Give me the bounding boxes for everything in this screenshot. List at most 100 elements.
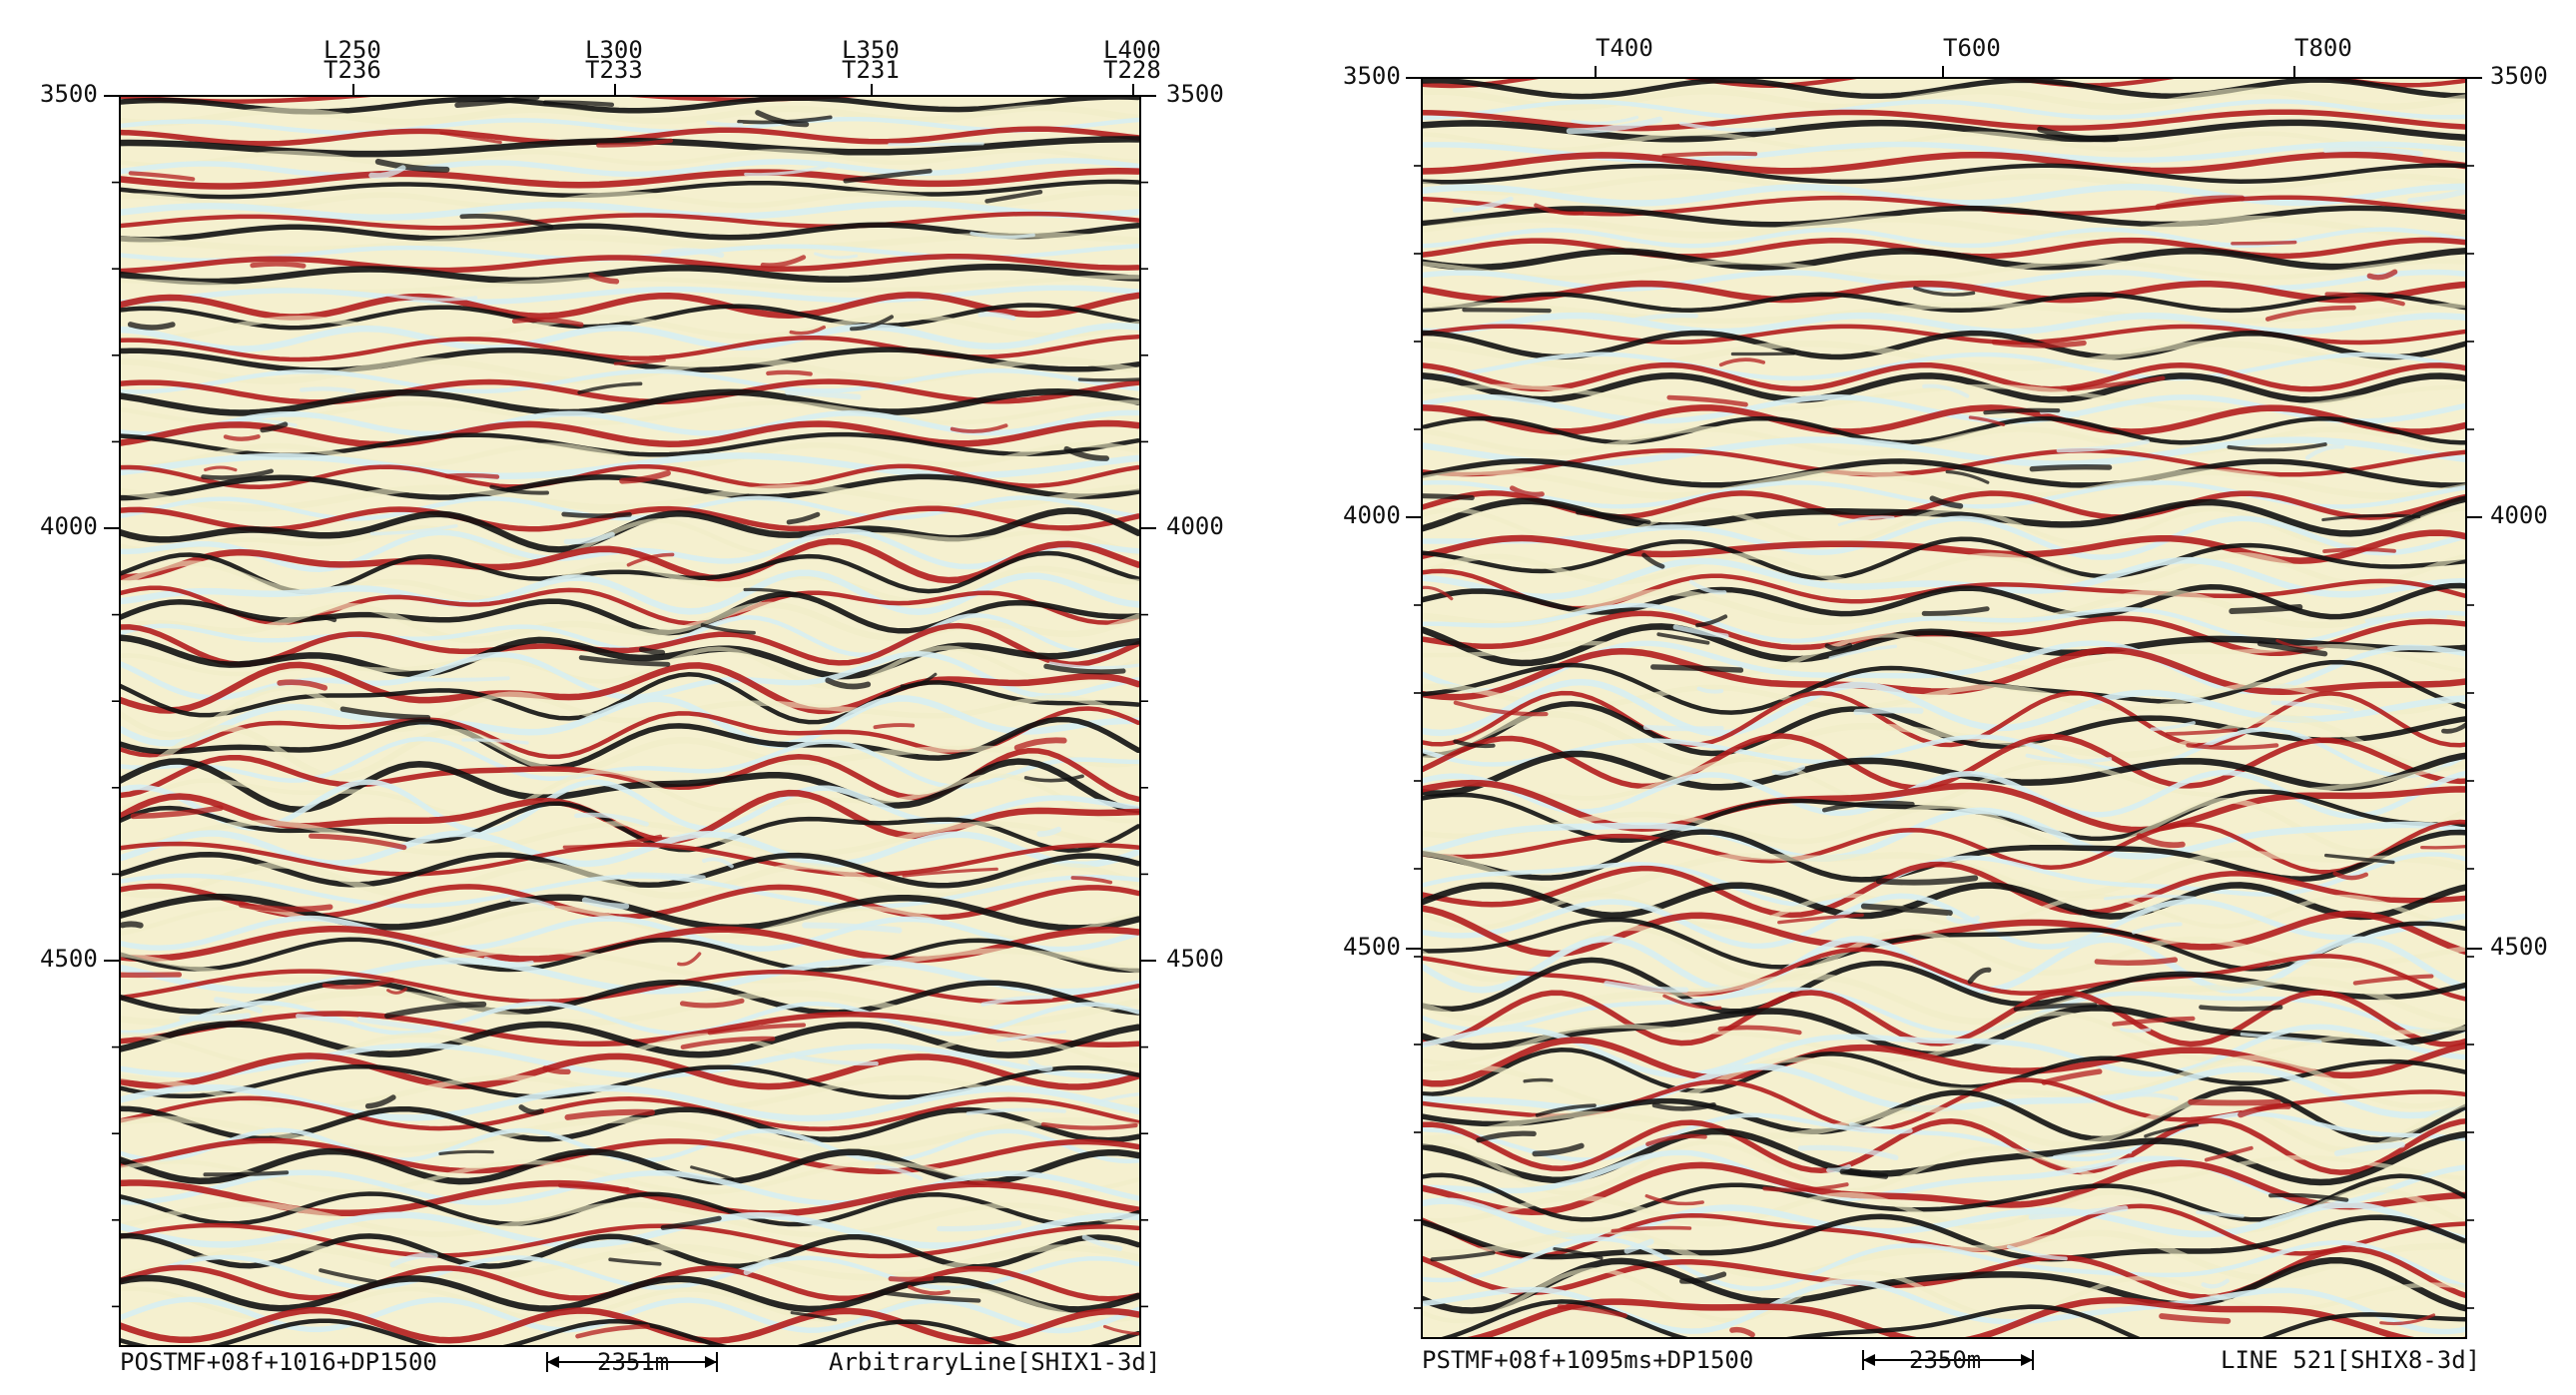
seismic-noise <box>1610 1225 1692 1233</box>
seismic-reflector <box>1422 1054 2466 1110</box>
seismic-noise <box>680 1036 776 1049</box>
seismic-reflector <box>1422 536 2466 581</box>
left-seismic-panel: 3500 4000 4500 3500 4000 4500 L250 T236 … <box>40 36 1224 1376</box>
seismic-noise <box>814 252 859 260</box>
seismic-reflector <box>1422 195 2466 217</box>
seismic-reflector <box>1422 351 2466 381</box>
seismic-noise <box>1523 1077 1554 1083</box>
seismic-noise <box>1023 774 1084 783</box>
seismic-noise <box>706 120 744 127</box>
seismic-reflector <box>1422 1246 2466 1300</box>
seismic-noise <box>1043 663 1126 675</box>
scale-arrow-left <box>547 1356 559 1368</box>
seismic-noise <box>743 587 798 596</box>
seismic-reflector <box>120 915 1140 953</box>
seismic-noise <box>2006 1244 2068 1261</box>
seismic-noise <box>1571 115 1639 126</box>
seismic-noise <box>386 293 478 302</box>
seismic-reflector <box>120 830 1140 868</box>
seismic-noise <box>608 1257 662 1266</box>
seismic-noise <box>766 369 813 376</box>
seismic-reflector <box>120 441 1140 469</box>
seismic-reflector <box>1422 797 2466 855</box>
seismic-noise <box>2304 444 2345 460</box>
seismic-noise <box>2323 853 2395 865</box>
seismic-noise <box>638 646 666 656</box>
seismic-reflector <box>120 851 1140 889</box>
seismic-reflector <box>120 168 1140 190</box>
seismic-reflector <box>1422 312 2466 336</box>
seismic-noise <box>2165 728 2239 736</box>
seismic-reflector <box>1422 957 2466 1015</box>
right-footer-scale-label: 2350m <box>1909 1346 1981 1374</box>
seismic-reflector <box>120 820 1140 857</box>
seismic-noise <box>1822 800 1915 813</box>
seismic-noise <box>203 1170 290 1177</box>
seismic-noise <box>1566 116 1663 135</box>
seismic-noise <box>2364 614 2447 623</box>
seismic-reflector <box>120 947 1140 984</box>
seismic-noise <box>1837 515 1895 526</box>
seismic-reflector <box>120 672 1140 725</box>
seismic-noise <box>2324 292 2405 307</box>
right-panel-axes <box>1406 66 2482 1370</box>
seismic-noise <box>1729 1326 1755 1338</box>
seismic-reflector <box>120 96 872 104</box>
right-right-time-tick-4500: 4500 <box>2490 933 2548 961</box>
seismic-reflector <box>1422 131 2466 153</box>
seismic-noise <box>1929 495 1964 509</box>
seismic-noise <box>204 465 238 472</box>
seismic-noise <box>250 261 307 269</box>
seismic-reflector <box>1422 733 2466 791</box>
seismic-noise <box>2366 269 2398 281</box>
seismic-noise <box>509 897 555 910</box>
seismic-noise <box>1696 686 1724 694</box>
seismic-reflector <box>1422 1213 2466 1262</box>
seismic-noise <box>2029 464 2113 472</box>
seismic-noise <box>2028 1205 2129 1220</box>
seismic-reflector <box>120 661 1140 715</box>
seismic-noise <box>755 110 810 128</box>
seismic-reflector <box>1422 727 2466 779</box>
seismic-reflector <box>1422 1085 2466 1143</box>
seismic-noise <box>1422 585 1454 601</box>
seismic-noise <box>389 1252 438 1268</box>
seismic-noise <box>2352 974 2434 986</box>
seismic-noise <box>356 1017 431 1032</box>
seismic-reflector <box>120 463 1140 489</box>
seismic-noise <box>950 423 1008 433</box>
right-footer-line-label: LINE 521[SHIX8-3d] <box>2221 1346 2480 1374</box>
seismic-noise <box>907 1284 951 1296</box>
seismic-reflector <box>120 313 1140 343</box>
seismic-reflector <box>1422 302 2466 325</box>
seismic-noise <box>1824 642 1853 652</box>
seismic-noise <box>311 614 337 623</box>
seismic-noise <box>1453 739 1496 749</box>
seismic-reflector <box>120 323 1140 352</box>
seismic-noise <box>1650 664 1744 673</box>
seismic-noise <box>2333 1141 2405 1156</box>
seismic-reflector <box>120 979 1140 1016</box>
seismic-reflector <box>1422 973 2466 1027</box>
seismic-noise <box>1624 313 1698 325</box>
seismic-noise <box>277 679 328 691</box>
seismic-reflector <box>1422 78 2466 100</box>
seismic-noise <box>802 922 903 934</box>
left-top-label-t228: T228 <box>1103 56 1161 84</box>
seismic-noise <box>2199 1005 2283 1012</box>
seismic-reflector <box>120 1083 1140 1122</box>
seismic-noise <box>2322 547 2396 554</box>
seismic-noise <box>461 738 529 745</box>
right-seismic-panel: 3500 4000 4500 3500 4000 4500 T400 T600 … <box>1343 34 2548 1374</box>
seismic-noise <box>2094 957 2179 966</box>
seismic-noise <box>1462 308 1552 314</box>
seismic-reflector <box>1422 371 2466 403</box>
seismic-reflector <box>1422 1197 2466 1242</box>
seismic-noise <box>374 158 450 173</box>
seismic-reflector <box>1422 819 2466 875</box>
seismic-noise <box>700 623 756 635</box>
seismic-noise <box>127 322 176 331</box>
seismic-noise <box>439 131 502 145</box>
seismic-reflector <box>120 1137 1140 1174</box>
left-panel-axes <box>104 84 1156 1372</box>
